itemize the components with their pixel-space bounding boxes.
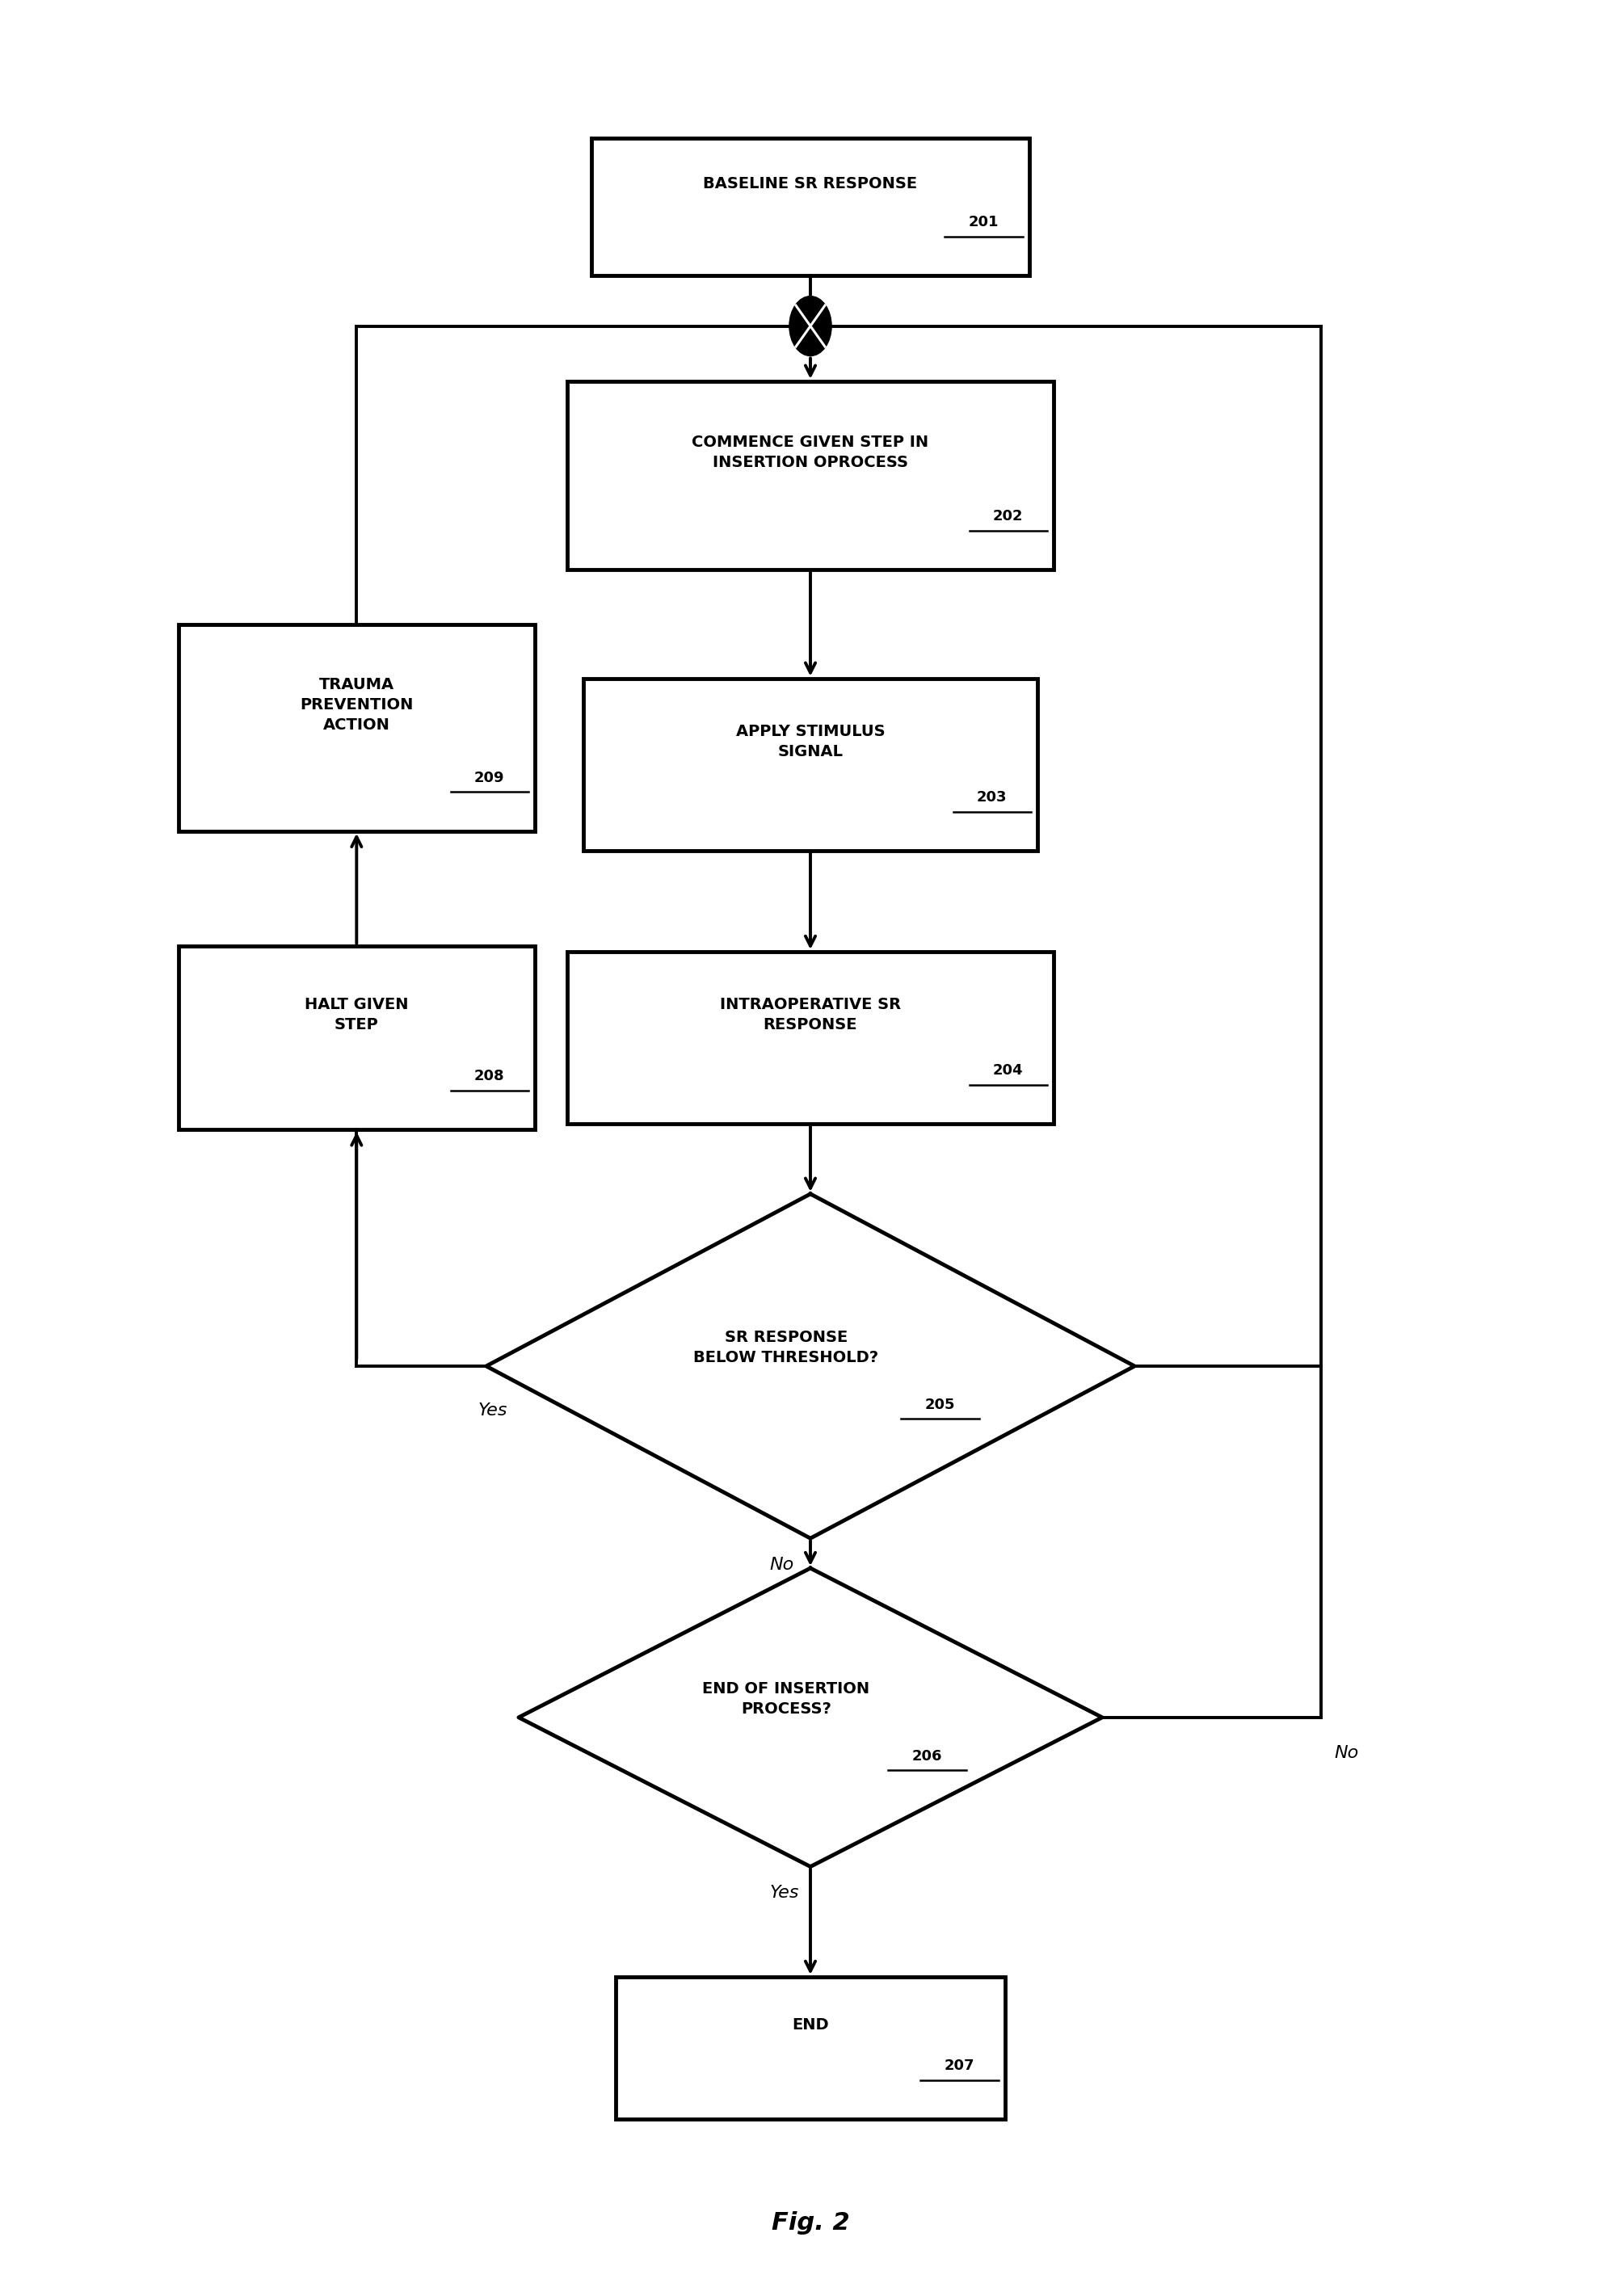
- FancyBboxPatch shape: [583, 680, 1037, 850]
- FancyBboxPatch shape: [616, 1977, 1004, 2119]
- FancyBboxPatch shape: [567, 951, 1053, 1123]
- Text: 206: 206: [912, 1750, 941, 1763]
- Text: 204: 204: [993, 1063, 1022, 1077]
- FancyBboxPatch shape: [178, 625, 535, 831]
- Polygon shape: [518, 1568, 1102, 1867]
- Text: Yes: Yes: [478, 1403, 507, 1419]
- Text: 203: 203: [977, 790, 1006, 804]
- Polygon shape: [486, 1194, 1134, 1538]
- Text: HALT GIVEN
STEP: HALT GIVEN STEP: [305, 996, 408, 1033]
- FancyBboxPatch shape: [178, 946, 535, 1130]
- Text: END OF INSERTION
PROCESS?: END OF INSERTION PROCESS?: [701, 1681, 870, 1717]
- Text: 202: 202: [993, 510, 1022, 523]
- Circle shape: [789, 296, 831, 356]
- Text: 209: 209: [475, 771, 504, 785]
- Text: SR RESPONSE
BELOW THRESHOLD?: SR RESPONSE BELOW THRESHOLD?: [693, 1329, 878, 1366]
- Text: Yes: Yes: [770, 1885, 799, 1901]
- Text: APPLY STIMULUS
SIGNAL: APPLY STIMULUS SIGNAL: [735, 723, 885, 760]
- Text: BASELINE SR RESPONSE: BASELINE SR RESPONSE: [703, 177, 917, 191]
- Text: 201: 201: [969, 216, 998, 230]
- Text: No: No: [1333, 1745, 1358, 1761]
- Text: 208: 208: [475, 1070, 504, 1084]
- Text: 207: 207: [944, 2060, 974, 2073]
- Text: 205: 205: [925, 1398, 954, 1412]
- Text: TRAUMA
PREVENTION
ACTION: TRAUMA PREVENTION ACTION: [300, 677, 413, 732]
- Text: INTRAOPERATIVE SR
RESPONSE: INTRAOPERATIVE SR RESPONSE: [719, 996, 901, 1033]
- Text: END: END: [792, 2018, 828, 2032]
- FancyBboxPatch shape: [567, 381, 1053, 569]
- Text: Fig. 2: Fig. 2: [771, 2211, 849, 2234]
- Text: COMMENCE GIVEN STEP IN
INSERTION OPROCESS: COMMENCE GIVEN STEP IN INSERTION OPROCES…: [692, 434, 928, 471]
- FancyBboxPatch shape: [591, 138, 1029, 276]
- Text: No: No: [770, 1557, 794, 1573]
